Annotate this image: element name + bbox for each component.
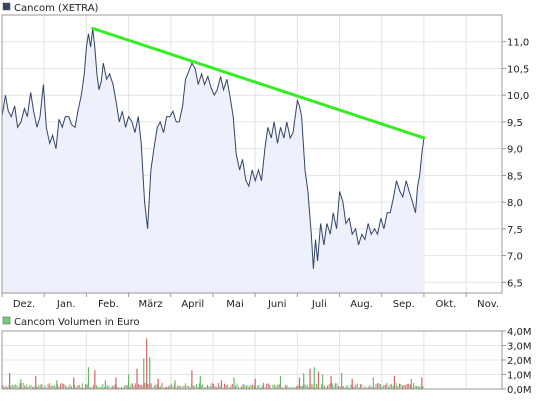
price-y-tick-label: 10,0 — [507, 91, 529, 102]
price-line — [1, 28, 425, 269]
volume-y-tick-label: 2,0M — [507, 356, 532, 367]
price-y-tick-label: 11,0 — [507, 38, 529, 49]
price-panel: 11,0 10,5 10,0 9,5 9,0 8,5 8,0 7,5 7,0 6,5 Dez. Ja… — [1, 14, 529, 310]
price-legend-swatch — [2, 2, 11, 11]
price-x-tick-label: Juli — [311, 299, 327, 310]
price-x-tick-label: Sep. — [393, 299, 415, 310]
volume-y-tick-label: 0,0M — [507, 385, 532, 396]
volume-legend-swatch — [2, 316, 11, 325]
price-y-tick-label: 8,5 — [507, 171, 523, 182]
price-x-tick-label: Feb. — [98, 299, 119, 310]
price-y-tick-label: 6,5 — [507, 278, 523, 289]
price-y-tick-label: 7,0 — [507, 252, 523, 263]
price-x-tick-label: Nov. — [477, 299, 499, 310]
price-x-tick-label: Aug. — [350, 299, 373, 310]
price-y-tick-label: 10,5 — [507, 64, 529, 75]
price-y-tick-label: 7,5 — [507, 225, 523, 236]
volume-panel: 4,0M 3,0M 2,0M 1,0M 0,0M — [1, 327, 532, 396]
price-x-tick-label: Okt. — [436, 299, 457, 310]
price-x-tick-label: Mai — [226, 299, 244, 310]
volume-y-tick-label: 3,0M — [507, 342, 532, 353]
price-y-tick-label: 8,0 — [507, 198, 523, 209]
price-x-axis: Dez. Jan. Feb. März April Mai Juni Juli Aug. Sep.… — [1, 293, 499, 310]
price-plot-frame — [1, 14, 503, 294]
price-x-tick-label: Jan. — [56, 299, 76, 310]
price-x-tick-label: Juni — [267, 299, 286, 310]
volume-y-tick-label: 1,0M — [507, 371, 532, 382]
price-y-tick-label: 9,5 — [507, 118, 523, 129]
price-legend-label: Cancom (XETRA) — [14, 3, 99, 14]
volume-legend-label: Cancom Volumen in Euro — [14, 317, 140, 328]
volume-y-tick-label: 4,0M — [507, 327, 532, 338]
price-y-axis: 11,0 10,5 10,0 9,5 9,0 8,5 8,0 7,5 7,0 6,5 — [502, 38, 529, 289]
price-x-tick-label: März — [139, 299, 163, 310]
trend-line — [91, 26, 426, 140]
price-x-tick-label: Dez. — [13, 299, 35, 310]
volume-y-axis: 4,0M 3,0M 2,0M 1,0M 0,0M — [502, 327, 532, 396]
volume-bars — [2, 338, 424, 389]
price-x-tick-label: April — [181, 299, 204, 310]
price-area — [2, 28, 424, 294]
price-y-tick-label: 9,0 — [507, 145, 523, 156]
